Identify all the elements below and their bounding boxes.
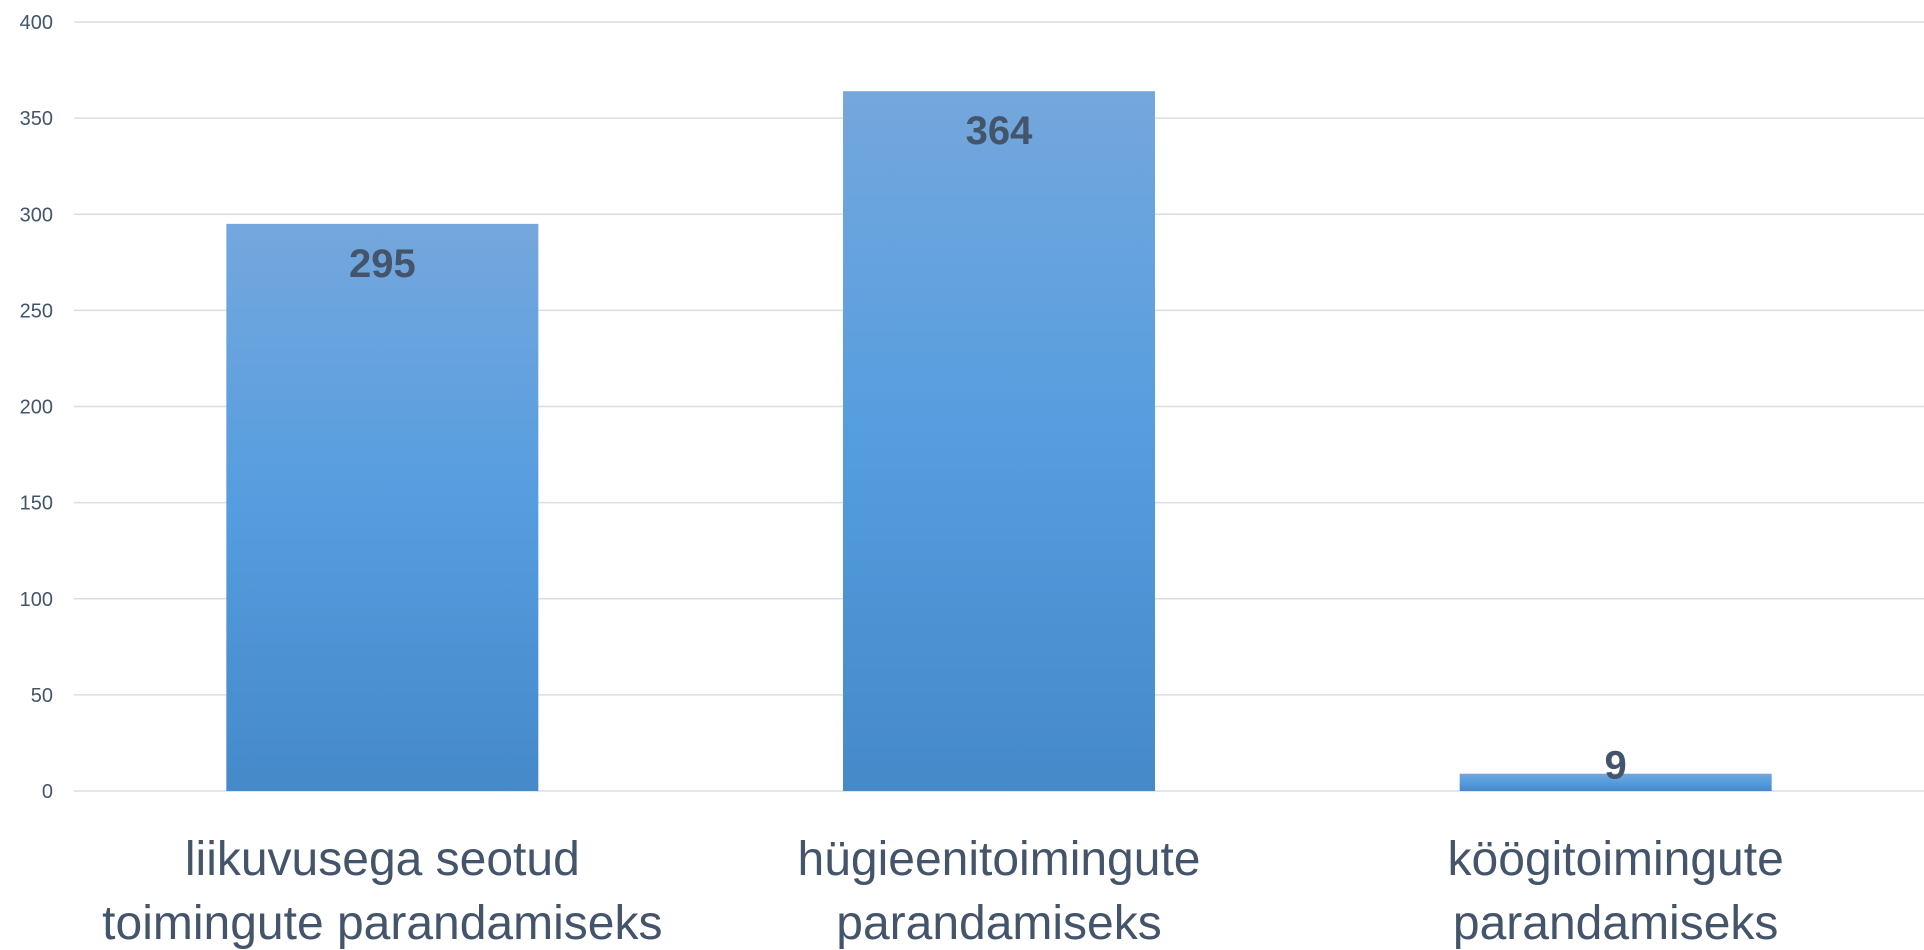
bars bbox=[226, 91, 1772, 792]
bar bbox=[1459, 773, 1772, 791]
y-tick-label: 250 bbox=[20, 300, 53, 322]
y-tick-label: 150 bbox=[20, 493, 53, 515]
bar bbox=[843, 91, 1155, 791]
x-axis: liikuvusega seotud toimingute parandamise… bbox=[102, 833, 1784, 950]
y-tick-label: 300 bbox=[20, 204, 53, 226]
data-label: 364 bbox=[966, 109, 1033, 153]
data-label: 295 bbox=[349, 242, 416, 286]
y-tick-label: 350 bbox=[20, 108, 53, 130]
y-tick-label: 400 bbox=[20, 12, 53, 34]
x-tick-label: hügieenitoimingute parandamiseks bbox=[798, 833, 1201, 950]
data-labels: 295 364 9 bbox=[349, 109, 1627, 787]
y-tick-label: 50 bbox=[31, 685, 53, 707]
y-axis: 0 50 100 150 200 250 300 350 400 bbox=[20, 12, 53, 803]
bar bbox=[226, 223, 539, 792]
y-tick-label: 0 bbox=[42, 781, 53, 803]
x-tick-label: köögitoimingute parandamiseks bbox=[1448, 833, 1784, 950]
y-tick-label: 200 bbox=[20, 397, 53, 419]
x-tick-label: liikuvusega seotud toimingute parandamise… bbox=[102, 833, 662, 950]
y-tick-label: 100 bbox=[20, 589, 53, 611]
data-label: 9 bbox=[1605, 744, 1627, 788]
